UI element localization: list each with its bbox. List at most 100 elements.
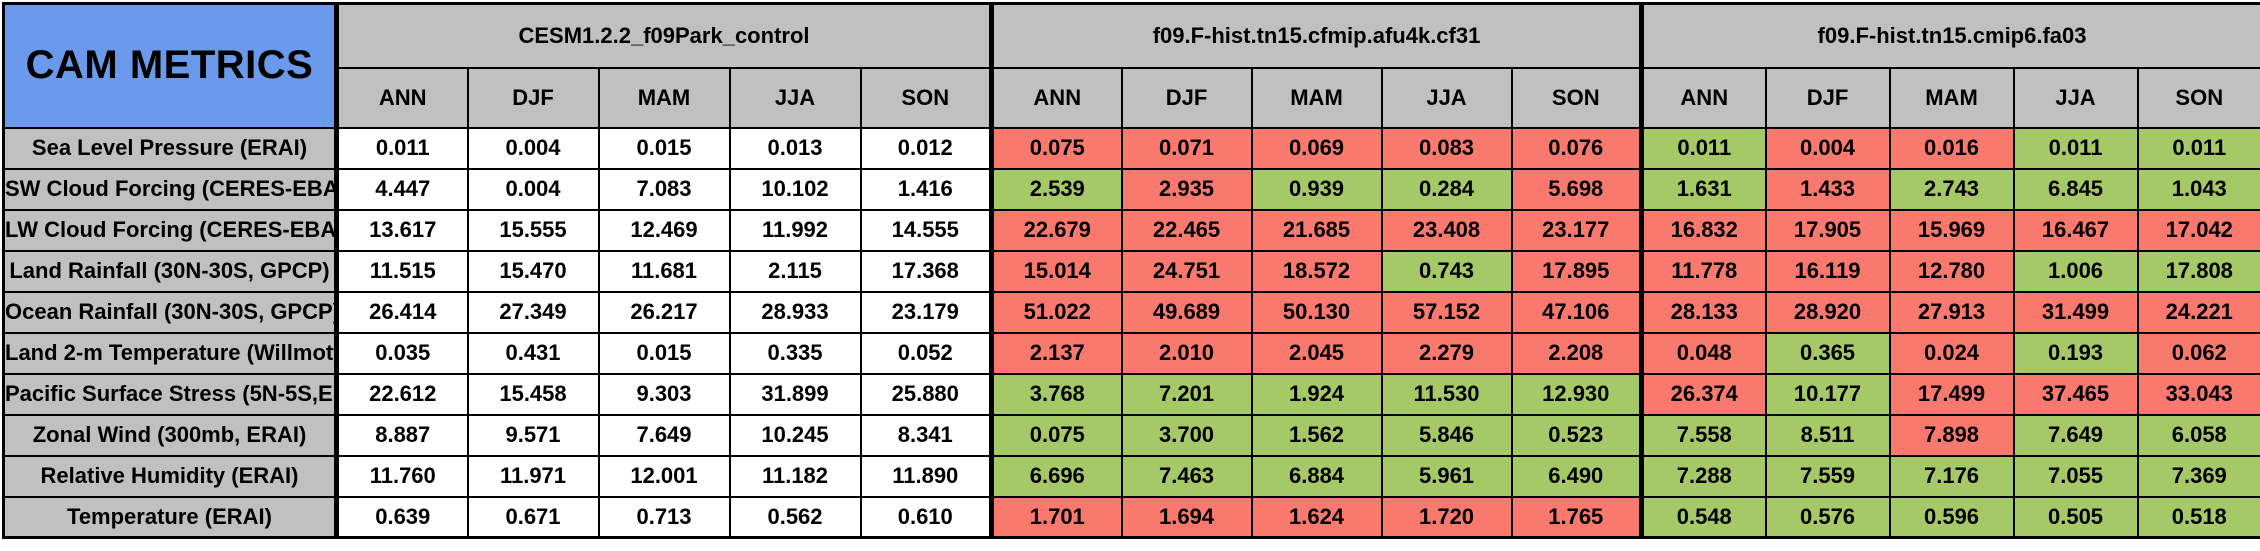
metric-label: Relative Humidity (ERAI) <box>2 454 338 498</box>
metric-value-cell: 7.055 <box>2012 454 2139 498</box>
metric-value-cell: 1.624 <box>1250 495 1383 539</box>
metrics-body: Sea Level Pressure (ERAI) 0.011 0.004 0.015… <box>2 126 2260 539</box>
model-header-afu4k: f09.F-hist.tn15.cfmip.afu4k.cf31 <box>989 2 1643 69</box>
season-header: DJF <box>466 66 600 129</box>
season-header: DJF <box>1764 66 1891 129</box>
metric-value-cell: 0.071 <box>1120 126 1253 170</box>
metric-value-cell: 0.062 <box>2136 331 2260 375</box>
season-header: MAM <box>1888 66 2015 129</box>
metric-value-cell: 2.137 <box>989 331 1123 375</box>
metric-value-cell: 27.913 <box>1888 290 2015 334</box>
metric-value-cell: 0.713 <box>597 495 731 539</box>
metric-value-cell: 6.884 <box>1250 454 1383 498</box>
season-header: SON <box>859 66 993 129</box>
metric-value-cell: 1.562 <box>1250 413 1383 457</box>
metric-value-cell: 2.539 <box>989 167 1123 211</box>
metric-value-cell: 26.374 <box>1639 372 1767 416</box>
season-header: MAM <box>1250 66 1383 129</box>
metric-value-cell: 22.465 <box>1120 208 1253 252</box>
metric-value-cell: 11.890 <box>859 454 993 498</box>
metric-value-cell: 2.115 <box>728 249 862 293</box>
model-header-cmip6: f09.F-hist.tn15.cmip6.fa03 <box>1639 2 2260 69</box>
metric-value-cell: 33.043 <box>2136 372 2260 416</box>
metric-value-cell: 17.368 <box>859 249 993 293</box>
metric-value-cell: 11.971 <box>466 454 600 498</box>
metric-value-cell: 1.006 <box>2012 249 2139 293</box>
metric-value-cell: 1.720 <box>1380 495 1513 539</box>
metric-value-cell: 0.523 <box>1510 413 1643 457</box>
metric-value-cell: 6.696 <box>989 454 1123 498</box>
cam-metrics-table: CAM METRICS CESM1.2.2_f09Park_control f0… <box>2 2 2260 539</box>
metric-value-cell: 4.447 <box>334 167 469 211</box>
metric-value-cell: 51.022 <box>989 290 1123 334</box>
metric-value-cell: 17.808 <box>2136 249 2260 293</box>
metric-value-cell: 11.760 <box>334 454 469 498</box>
metric-value-cell: 6.490 <box>1510 454 1643 498</box>
metric-value-cell: 0.639 <box>334 495 469 539</box>
metric-value-cell: 7.649 <box>2012 413 2139 457</box>
metric-value-cell: 0.596 <box>1888 495 2015 539</box>
metric-value-cell: 14.555 <box>859 208 993 252</box>
metric-value-cell: 6.058 <box>2136 413 2260 457</box>
metric-label: Land Rainfall (30N-30S, GPCP) <box>2 249 338 293</box>
table-row: Temperature (ERAI) 0.639 0.671 0.713 0.562 0.… <box>2 495 2260 539</box>
metric-value-cell: 23.179 <box>859 290 993 334</box>
metric-value-cell: 0.743 <box>1380 249 1513 293</box>
metric-value-cell: 11.681 <box>597 249 731 293</box>
metric-value-cell: 23.408 <box>1380 208 1513 252</box>
metric-value-cell: 0.004 <box>1764 126 1891 170</box>
metric-value-cell: 7.559 <box>1764 454 1891 498</box>
metric-label: LW Cloud Forcing (CERES-EBAF) <box>2 208 338 252</box>
metric-value-cell: 50.130 <box>1250 290 1383 334</box>
metric-value-cell: 7.558 <box>1639 413 1767 457</box>
metric-value-cell: 0.024 <box>1888 331 2015 375</box>
metric-value-cell: 0.431 <box>466 331 600 375</box>
metric-value-cell: 0.013 <box>728 126 862 170</box>
metric-value-cell: 1.765 <box>1510 495 1643 539</box>
metric-value-cell: 28.133 <box>1639 290 1767 334</box>
table-row: Land Rainfall (30N-30S, GPCP) 11.515 15.47… <box>2 249 2260 293</box>
metric-value-cell: 2.279 <box>1380 331 1513 375</box>
metric-value-cell: 0.562 <box>728 495 862 539</box>
metric-value-cell: 28.920 <box>1764 290 1891 334</box>
metric-value-cell: 1.433 <box>1764 167 1891 211</box>
metric-value-cell: 1.043 <box>2136 167 2260 211</box>
metric-value-cell: 11.182 <box>728 454 862 498</box>
season-header: ANN <box>989 66 1123 129</box>
metric-value-cell: 0.284 <box>1380 167 1513 211</box>
model-header-row: CAM METRICS CESM1.2.2_f09Park_control f0… <box>2 2 2260 129</box>
metric-value-cell: 47.106 <box>1510 290 1643 334</box>
table-row: Sea Level Pressure (ERAI) 0.011 0.004 0.015… <box>2 126 2260 170</box>
metric-value-cell: 24.751 <box>1120 249 1253 293</box>
metric-value-cell: 12.469 <box>597 208 731 252</box>
season-header: DJF <box>1120 66 1253 129</box>
metric-value-cell: 2.935 <box>1120 167 1253 211</box>
metric-value-cell: 0.015 <box>597 126 731 170</box>
metric-value-cell: 0.011 <box>334 126 469 170</box>
metric-value-cell: 11.778 <box>1639 249 1767 293</box>
metric-value-cell: 23.177 <box>1510 208 1643 252</box>
metric-value-cell: 5.698 <box>1510 167 1643 211</box>
metric-value-cell: 0.069 <box>1250 126 1383 170</box>
metric-value-cell: 0.076 <box>1510 126 1643 170</box>
metric-value-cell: 0.048 <box>1639 331 1767 375</box>
metric-value-cell: 2.010 <box>1120 331 1253 375</box>
metric-value-cell: 37.465 <box>2012 372 2139 416</box>
metric-value-cell: 31.499 <box>2012 290 2139 334</box>
metric-value-cell: 8.511 <box>1764 413 1891 457</box>
metric-value-cell: 10.102 <box>728 167 862 211</box>
metric-value-cell: 13.617 <box>334 208 469 252</box>
season-header: SON <box>1510 66 1643 129</box>
metric-value-cell: 8.341 <box>859 413 993 457</box>
metric-value-cell: 17.499 <box>1888 372 2015 416</box>
metric-value-cell: 7.649 <box>597 413 731 457</box>
metric-label: Temperature (ERAI) <box>2 495 338 539</box>
metric-value-cell: 0.083 <box>1380 126 1513 170</box>
metric-value-cell: 22.679 <box>989 208 1123 252</box>
metric-label: Zonal Wind (300mb, ERAI) <box>2 413 338 457</box>
metric-value-cell: 17.042 <box>2136 208 2260 252</box>
page-title: CAM METRICS <box>2 2 338 129</box>
metric-value-cell: 0.193 <box>2012 331 2139 375</box>
season-header: MAM <box>597 66 731 129</box>
metric-value-cell: 49.689 <box>1120 290 1253 334</box>
